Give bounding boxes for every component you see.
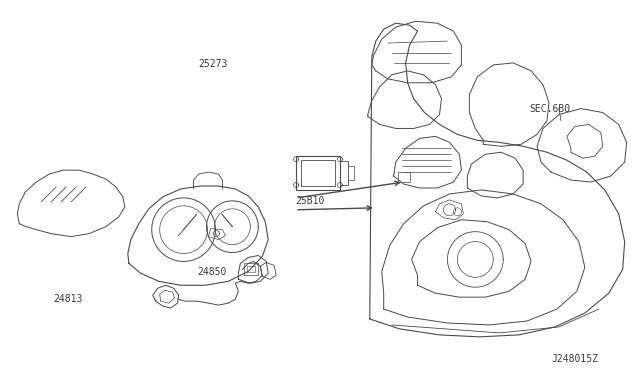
Text: 24813: 24813 (53, 294, 83, 304)
Text: 25B10: 25B10 (295, 196, 324, 206)
Text: J248015Z: J248015Z (552, 354, 599, 364)
Text: SEC.6B0: SEC.6B0 (529, 104, 570, 113)
Text: 25273: 25273 (198, 59, 228, 69)
Text: 24850: 24850 (198, 267, 227, 278)
